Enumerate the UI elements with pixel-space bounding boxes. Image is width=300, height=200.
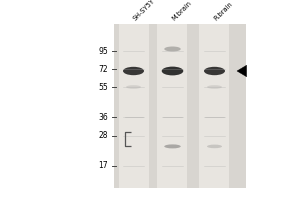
Ellipse shape xyxy=(164,46,181,51)
Ellipse shape xyxy=(207,145,222,148)
Bar xyxy=(200,24,230,188)
Text: SH-SY5Y: SH-SY5Y xyxy=(132,0,156,22)
Bar xyxy=(114,24,246,188)
Text: 72: 72 xyxy=(98,64,108,73)
Text: 17: 17 xyxy=(98,162,108,170)
Text: 36: 36 xyxy=(98,112,108,121)
Ellipse shape xyxy=(126,85,141,89)
Text: R.brain: R.brain xyxy=(213,1,234,22)
Ellipse shape xyxy=(204,67,225,75)
Ellipse shape xyxy=(162,67,183,75)
Polygon shape xyxy=(237,65,247,77)
Text: 95: 95 xyxy=(98,46,108,55)
Ellipse shape xyxy=(164,144,181,148)
Ellipse shape xyxy=(207,85,222,89)
Text: 55: 55 xyxy=(98,83,108,92)
Bar xyxy=(118,24,148,188)
Text: M.brain: M.brain xyxy=(171,0,193,22)
Ellipse shape xyxy=(123,67,144,75)
Bar xyxy=(158,24,188,188)
Text: 28: 28 xyxy=(98,132,108,140)
